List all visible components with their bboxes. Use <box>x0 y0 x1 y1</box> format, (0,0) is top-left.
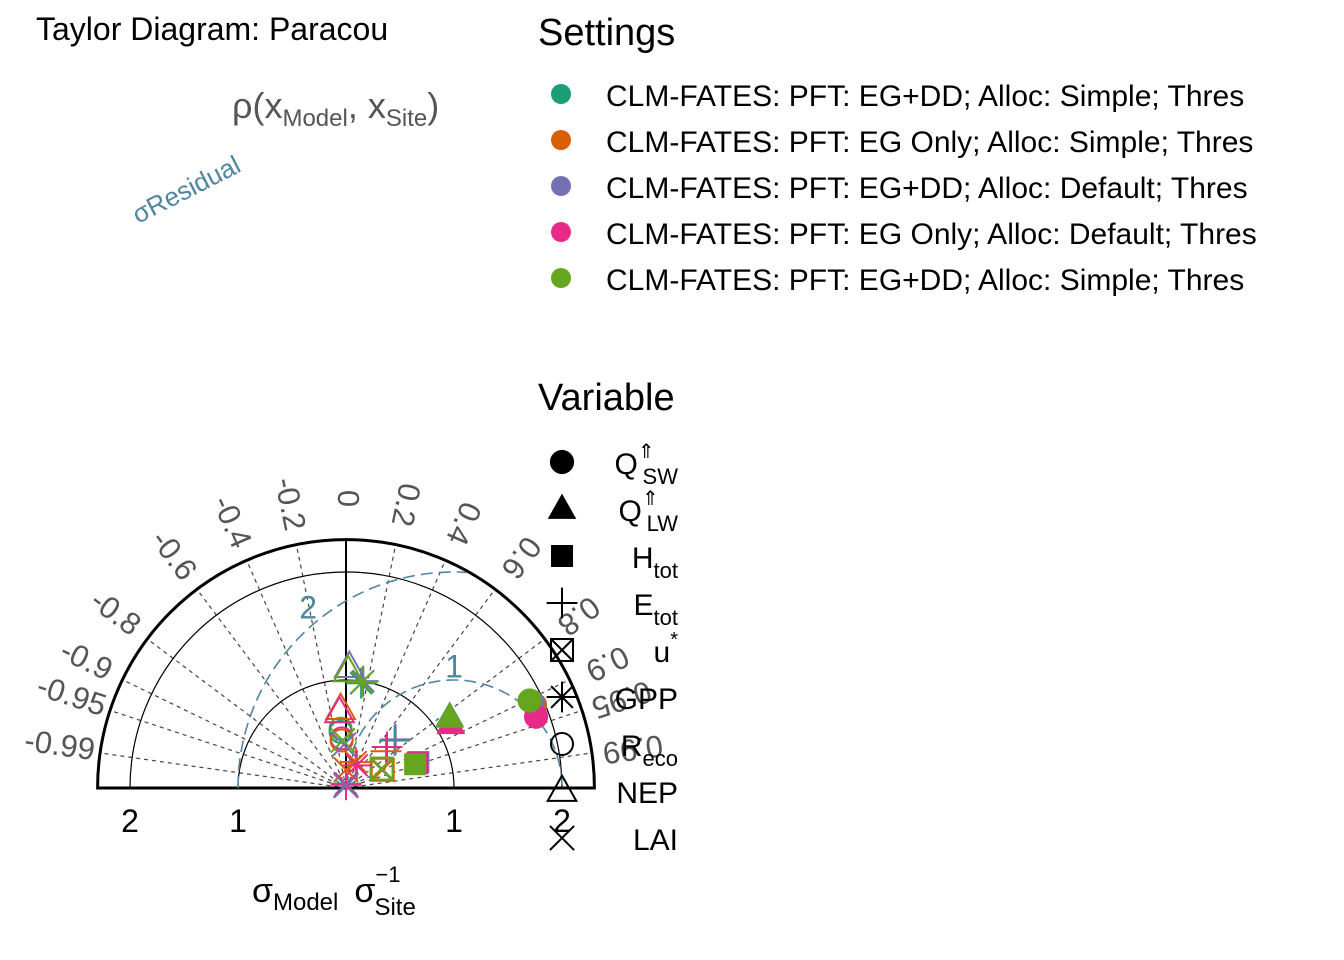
correlation-axis-label: ρ(xModel, xSite) <box>232 85 439 132</box>
variable-legend-label: NEP <box>616 777 678 810</box>
data-point-u-star <box>369 756 394 781</box>
variable-legend-label: u* <box>654 629 679 669</box>
chart-title: Taylor Diagram: Paracou <box>36 11 388 47</box>
correlation-tick-label: -0.8 <box>84 582 148 642</box>
residual-contour-1 <box>345 679 563 788</box>
data-point-q-sw <box>517 688 542 713</box>
settings-legend-swatch <box>551 176 571 196</box>
correlation-tick-label: -0.2 <box>268 474 313 533</box>
settings-legend-label: CLM-FATES: PFT: EG+DD; Alloc: Simple; Th… <box>606 264 1244 297</box>
sd-tick-label: 1 <box>445 803 463 839</box>
variable-legend-label: LAI <box>633 824 678 857</box>
correlation-ray <box>146 638 347 789</box>
variable-legend-label: Etot <box>634 589 678 630</box>
x-axis-label: σModel σ−1 Site <box>252 862 416 921</box>
variable-legend-label: GPP <box>615 683 678 716</box>
variable-legend-marker <box>546 587 578 619</box>
sd-arcs <box>96 538 596 790</box>
settings-legend-label: CLM-FATES: PFT: EG Only; Alloc: Default;… <box>606 218 1257 251</box>
correlation-tick-label: 0 <box>331 490 366 507</box>
residual-contour-2 <box>237 571 467 788</box>
data-point-lai <box>331 731 357 758</box>
residual-contours: 12 <box>237 571 563 788</box>
variable-legend-marker <box>550 638 574 662</box>
variable-legend-label: Htot <box>632 542 678 583</box>
data-point-lai <box>329 727 356 754</box>
data-point-e-tot <box>380 724 412 755</box>
settings-legend-swatch <box>551 84 571 104</box>
correlation-ray <box>295 544 347 789</box>
variable-legend-label: Q⇑ SW <box>614 441 678 489</box>
sd-tick-label: 2 <box>553 803 571 839</box>
correlation-ray <box>345 752 593 789</box>
variable-legend-label: Reco <box>621 730 678 771</box>
data-point-gpp <box>340 746 372 778</box>
data-point-nep <box>323 694 356 724</box>
correlation-tick-label: 0.99 <box>601 728 666 771</box>
settings-legend-swatch <box>551 130 571 150</box>
settings-legend-swatch <box>551 222 571 242</box>
correlation-ray <box>246 560 347 789</box>
correlation-ray <box>109 709 347 789</box>
correlation-tick-label: 0.2 <box>385 480 428 529</box>
sd-arc-1 <box>237 679 455 789</box>
correlation-tick-label: -0.99 <box>22 723 97 768</box>
residual-label: σResidual <box>127 149 245 229</box>
variable-legend-marker <box>546 681 578 713</box>
settings-legend-title: Settings <box>538 12 675 54</box>
variable-legend-label: Q⇑ LW <box>619 488 679 536</box>
correlation-tick-label: 0.6 <box>495 530 549 585</box>
data-point-nep <box>332 653 365 683</box>
variable-legend-title: Variable <box>538 377 675 419</box>
correlation-tick-label: -0.6 <box>144 523 204 587</box>
correlation-ray <box>345 560 446 789</box>
data-points <box>323 649 549 801</box>
data-point-h-tot <box>404 753 427 776</box>
sd-tick-label: 1 <box>229 803 247 839</box>
correlation-tick-label: -0.4 <box>206 490 259 553</box>
correlation-ray <box>345 588 496 789</box>
settings-legend: CLM-FATES: PFT: EG+DD; Alloc: Simple; Th… <box>551 80 1257 297</box>
outer-boundary <box>96 538 596 790</box>
settings-legend-label: CLM-FATES: PFT: EG+DD; Alloc: Simple; Th… <box>606 80 1244 113</box>
settings-legend-label: CLM-FATES: PFT: EG+DD; Alloc: Default; T… <box>606 172 1248 205</box>
data-point-e-tot <box>370 735 402 767</box>
tick-labels: -0.99-0.95-0.9-0.8-0.6-0.4 -0.2 0 0.2 0.40.6… <box>22 474 665 839</box>
correlation-ray <box>196 588 347 789</box>
variable-legend-marker <box>549 449 575 475</box>
residual-contour-label: 1 <box>445 649 463 685</box>
correlation-ray <box>345 638 546 789</box>
correlation-ray <box>345 709 583 789</box>
correlation-ray <box>99 752 347 789</box>
settings-legend-label: CLM-FATES: PFT: EG Only; Alloc: Simple; … <box>606 126 1253 159</box>
residual-contour-label: 2 <box>299 589 317 625</box>
variable-legend-marker <box>549 825 575 851</box>
data-point-lai <box>333 773 359 799</box>
correlation-ray <box>122 679 347 789</box>
data-point-nep <box>333 649 366 678</box>
sd-tick-label: 2 <box>121 803 139 839</box>
variable-legend-marker <box>551 545 573 567</box>
settings-legend-swatch <box>551 268 571 288</box>
variable-legend-marker <box>545 773 579 802</box>
variable-legend-marker <box>550 732 574 756</box>
correlation-tick-label: 0.8 <box>551 589 606 643</box>
data-point-q-lw <box>435 702 464 728</box>
correlation-tick-label: 0.4 <box>439 497 488 551</box>
data-point-r-eco <box>329 728 354 753</box>
sd-arc-2 <box>129 571 563 789</box>
variable-legend-marker <box>547 493 577 519</box>
